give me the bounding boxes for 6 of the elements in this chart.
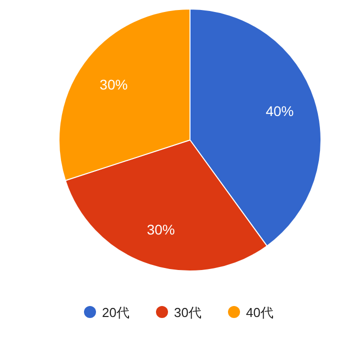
data-label: 30% <box>100 76 128 93</box>
legend-label: 40代 <box>246 305 274 320</box>
data-label: 30% <box>146 222 175 238</box>
legend-label: 20代 <box>102 305 130 320</box>
legend-label: 30代 <box>174 305 202 320</box>
data-label: 40% <box>266 102 294 119</box>
